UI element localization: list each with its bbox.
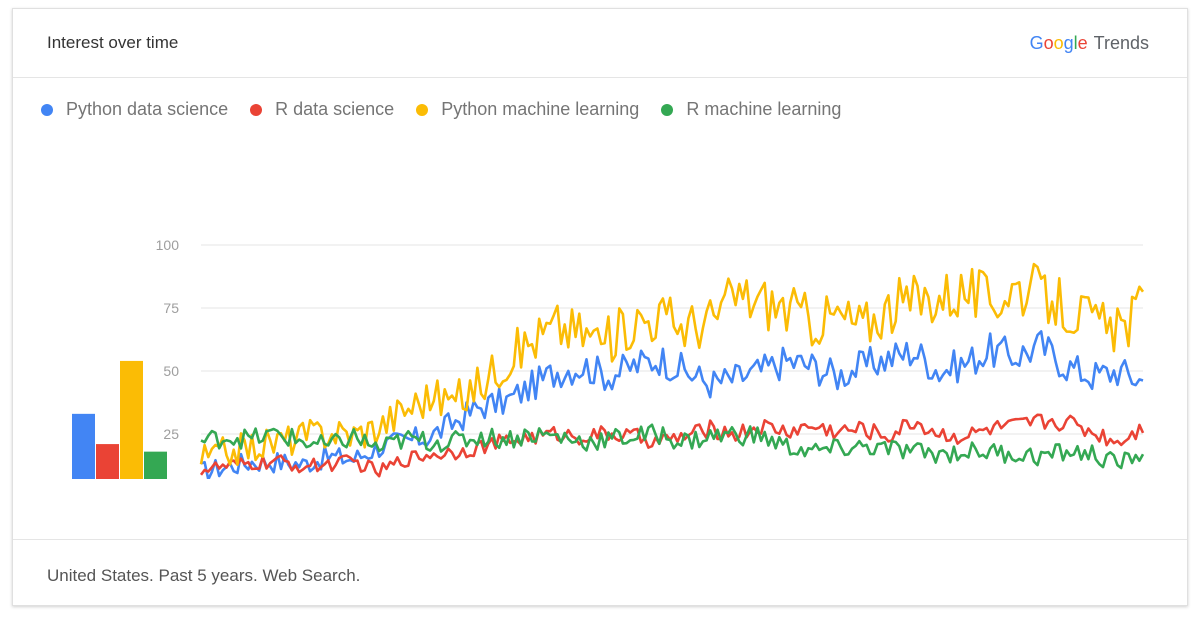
google-letter: o (1043, 33, 1054, 53)
trends-wordmark: Trends (1093, 33, 1149, 53)
legend-item[interactable]: R data science (250, 99, 394, 120)
footer-text: United States. Past 5 years. Web Search. (47, 566, 361, 585)
legend-item[interactable]: Python data science (41, 99, 228, 120)
average-bar (96, 444, 119, 479)
interest-chart: 255075100AverageMay 3, 2015Oct 22, 2017A… (72, 237, 1145, 479)
legend-dot (416, 103, 429, 116)
y-tick-label: 50 (163, 363, 179, 379)
legend-label: R machine learning (686, 99, 842, 119)
note-label: Note (336, 477, 363, 479)
legend-label: Python machine learning (441, 99, 640, 119)
google-trends-logo: Google Trends (1030, 33, 1149, 54)
trends-card: Interest over time Google Trends Python d… (12, 8, 1188, 606)
y-tick-label: 75 (163, 300, 179, 316)
legend-item[interactable]: Python machine learning (416, 99, 639, 120)
average-bar (144, 451, 167, 479)
google-letter: o (1053, 33, 1064, 53)
legend-item[interactable]: R machine learning (661, 99, 841, 120)
average-bar (120, 360, 143, 479)
series-line (200, 330, 1144, 479)
chart-title: Interest over time (47, 33, 179, 52)
series-line (199, 262, 1145, 466)
legend-dot (661, 103, 674, 116)
card-footer: United States. Past 5 years. Web Search. (13, 539, 1187, 605)
y-tick-label: 100 (156, 237, 180, 253)
google-wordmark: Google (1030, 33, 1088, 53)
google-letter: G (1029, 33, 1044, 53)
series-line (199, 413, 1145, 478)
legend-label: R data science (275, 99, 395, 119)
google-letter: l (1073, 33, 1078, 53)
card-header: Interest over time Google Trends (13, 9, 1187, 78)
legend-label: Python data science (66, 99, 229, 119)
chart-legend: Python data science R data science Python … (41, 99, 841, 120)
legend-dot (250, 103, 263, 116)
google-letter: g (1063, 33, 1074, 53)
google-letter: e (1077, 33, 1088, 53)
legend-dot (41, 103, 53, 116)
series-line (200, 423, 1145, 470)
average-bar (72, 413, 95, 479)
y-tick-label: 25 (163, 426, 179, 442)
